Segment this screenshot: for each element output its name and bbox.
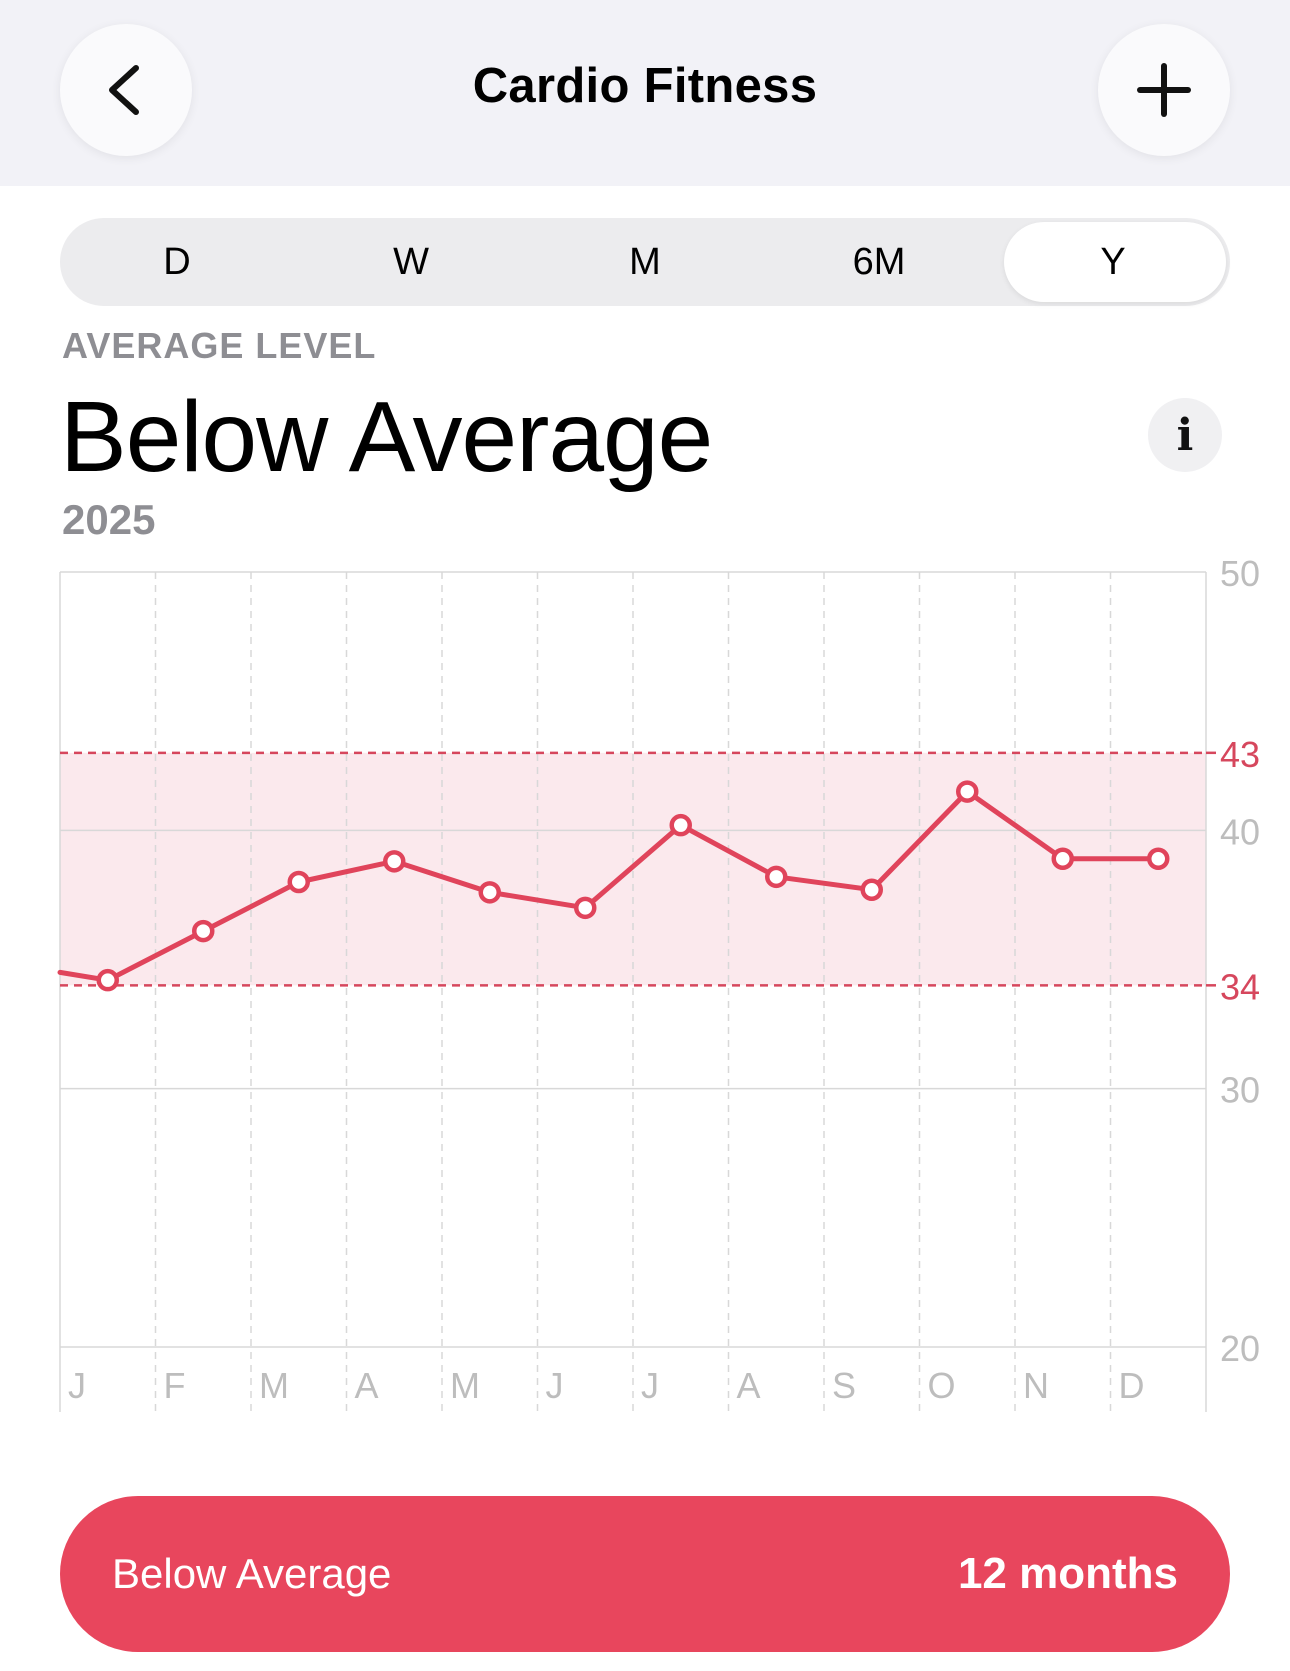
data-point [1147, 847, 1170, 870]
chevron-left-icon [109, 65, 139, 115]
level-label: Below Average [112, 1550, 392, 1597]
segment-month[interactable]: M [629, 240, 661, 283]
y-tick-label: 40 [1220, 811, 1260, 852]
segment-week[interactable]: W [393, 240, 429, 283]
segment-six-months[interactable]: 6M [852, 240, 906, 283]
info-button[interactable]: i [1148, 398, 1222, 472]
data-point [287, 870, 310, 894]
x-tick-label: F [164, 1365, 186, 1406]
x-tick-label: S [832, 1365, 856, 1406]
x-tick-label: J [641, 1365, 659, 1406]
segment-day[interactable]: D [163, 240, 191, 283]
fitness-level: Below Average [60, 381, 713, 493]
data-point [96, 968, 119, 992]
cardio-fitness-chart[interactable]: 20 30 40 50 43 34 J F M A M J J A S O N D [0, 560, 1290, 1420]
data-point [669, 813, 692, 837]
data-point [574, 896, 597, 920]
nav-header: Cardio Fitness [0, 0, 1290, 186]
summary-kicker: AVERAGE LEVEL [62, 325, 377, 366]
range-bound-label: 34 [1220, 966, 1260, 1007]
x-tick-label: M [450, 1365, 480, 1406]
y-tick-label: 50 [1220, 560, 1260, 594]
summary-period: 2025 [62, 496, 156, 543]
back-button[interactable] [60, 24, 192, 156]
x-tick-label: J [546, 1365, 564, 1406]
range-bound-label: 43 [1220, 734, 1260, 775]
info-icon: i [1176, 409, 1194, 461]
plus-icon [1137, 63, 1191, 117]
x-tick-label: N [1023, 1365, 1049, 1406]
y-tick-label: 20 [1220, 1328, 1260, 1369]
data-point [956, 780, 979, 803]
level-duration: 12 months [957, 1549, 1178, 1598]
data-point [192, 919, 215, 943]
page-title: Cardio Fitness [472, 59, 818, 113]
data-point [765, 865, 788, 889]
selected-segment-indicator [1004, 222, 1226, 302]
data-point [1051, 847, 1074, 870]
data-point [860, 878, 883, 901]
add-data-button[interactable] [1098, 24, 1230, 156]
data-point [478, 881, 501, 904]
x-tick-label: A [737, 1365, 761, 1406]
x-tick-label: M [259, 1365, 289, 1406]
x-tick-label: J [68, 1365, 86, 1406]
level-duration-bar[interactable]: Below Average 12 months [60, 1496, 1230, 1652]
y-tick-label: 30 [1220, 1070, 1260, 1111]
x-tick-label: A [355, 1365, 379, 1406]
segment-year[interactable]: Y [1100, 240, 1126, 283]
data-point [383, 850, 406, 873]
time-range-picker: D W M 6M Y [60, 218, 1230, 306]
x-tick-label: O [928, 1365, 956, 1406]
x-tick-label: D [1119, 1365, 1145, 1406]
